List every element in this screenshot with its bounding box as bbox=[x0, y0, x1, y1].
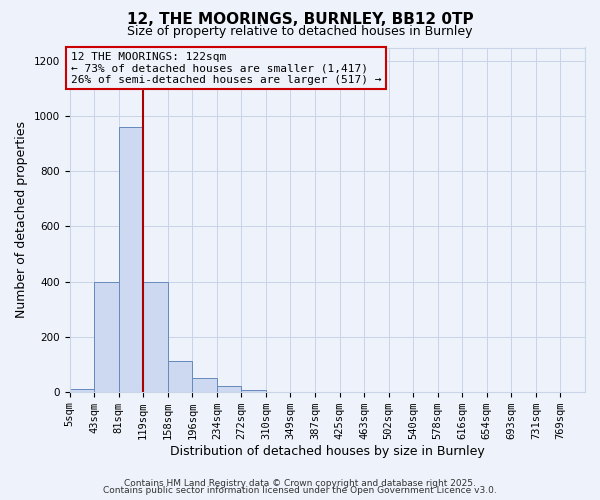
Bar bbox=[168, 362, 192, 392]
Text: Size of property relative to detached houses in Burnley: Size of property relative to detached ho… bbox=[127, 25, 473, 38]
Text: Contains HM Land Registry data © Crown copyright and database right 2025.: Contains HM Land Registry data © Crown c… bbox=[124, 478, 476, 488]
X-axis label: Distribution of detached houses by size in Burnley: Distribution of detached houses by size … bbox=[170, 444, 485, 458]
Bar bbox=[217, 386, 241, 392]
Text: 12, THE MOORINGS, BURNLEY, BB12 0TP: 12, THE MOORINGS, BURNLEY, BB12 0TP bbox=[127, 12, 473, 28]
Y-axis label: Number of detached properties: Number of detached properties bbox=[15, 121, 28, 318]
Bar bbox=[192, 378, 217, 392]
Bar bbox=[94, 282, 119, 392]
Text: 12 THE MOORINGS: 122sqm
← 73% of detached houses are smaller (1,417)
26% of semi: 12 THE MOORINGS: 122sqm ← 73% of detache… bbox=[71, 52, 382, 85]
Bar bbox=[143, 282, 168, 392]
Bar bbox=[119, 128, 143, 392]
Bar bbox=[70, 389, 94, 392]
Bar bbox=[241, 390, 266, 392]
Text: Contains public sector information licensed under the Open Government Licence v3: Contains public sector information licen… bbox=[103, 486, 497, 495]
